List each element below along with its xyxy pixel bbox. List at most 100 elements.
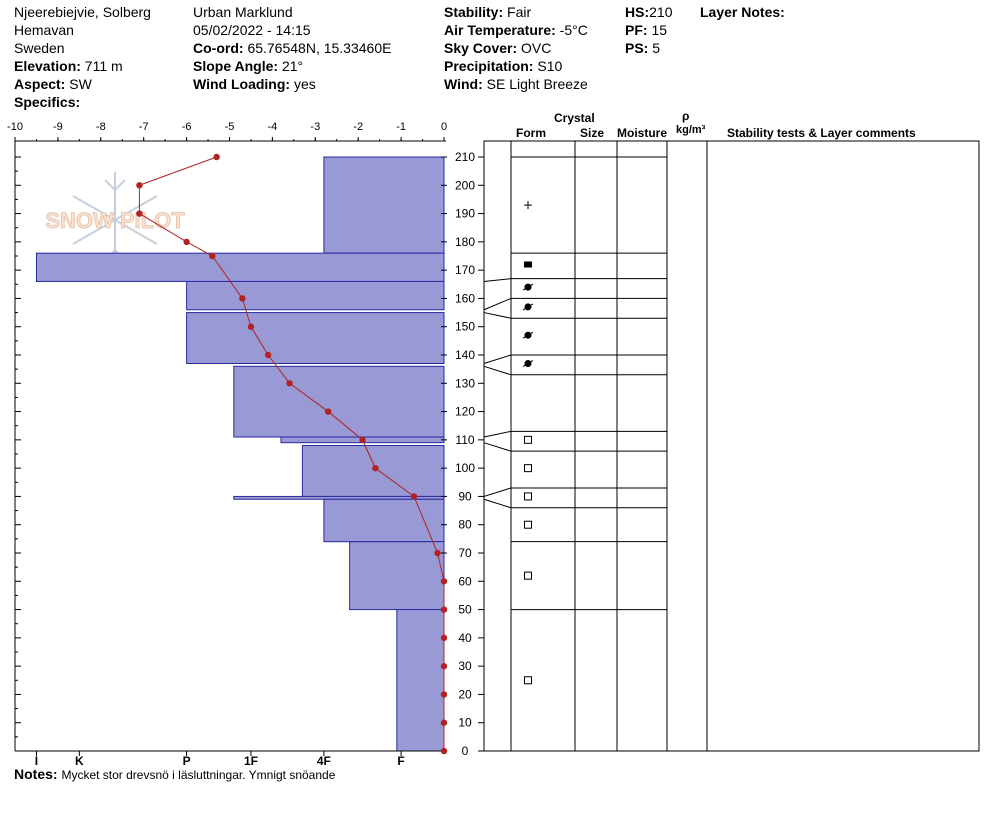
height-tick-label: 170 [455, 263, 475, 277]
height-tick-label: 40 [458, 631, 472, 645]
temperature-point [440, 719, 448, 726]
layer-connector [483, 487, 512, 497]
layer-connector [483, 354, 512, 364]
area: Hemavan [14, 22, 74, 38]
grain-circle-stroke [522, 360, 534, 367]
temp-tick-label: -4 [268, 121, 278, 133]
height-tick-label: 210 [455, 150, 475, 164]
layer-connector [483, 498, 512, 509]
temp-tick-label: -2 [353, 121, 363, 133]
wind-loading: Wind Loading: yes [193, 75, 316, 93]
air-temperature: Air Temperature: -5°C [444, 21, 588, 39]
air-temp-label: Air Temperature: [444, 22, 556, 38]
layer-connector [483, 312, 512, 319]
precipitation: Precipitation: S10 [444, 57, 562, 75]
temp-tick-label: -10 [7, 121, 23, 133]
temperature-point [440, 634, 448, 642]
layer-connector [483, 278, 512, 282]
temp-tick-label: 0 [441, 121, 447, 133]
grain-square [524, 520, 532, 529]
stability-value: Fair [507, 4, 532, 20]
height-tick-label: 60 [458, 574, 472, 588]
elevation-value: 711 m [84, 58, 123, 74]
temperature-point [136, 210, 143, 217]
grain-square [524, 435, 532, 444]
layer-connector [483, 430, 512, 438]
grain-filled-rect [524, 261, 532, 268]
height-tick-label: 70 [458, 546, 472, 560]
col-size: Size [580, 126, 605, 140]
temperature-point [264, 351, 272, 359]
height-tick-label: 110 [455, 433, 474, 447]
pf-value: 15 [651, 22, 668, 38]
grain-square [524, 464, 532, 473]
grain-square [524, 676, 532, 685]
col-moisture: Moisture [617, 126, 668, 140]
height-tick-label: 80 [458, 518, 472, 532]
temp-tick-label: -6 [182, 121, 192, 133]
grain-circle-stroke [522, 303, 534, 311]
height-tick-label: 130 [455, 376, 475, 390]
col-comments: Stability tests & Layer comments [727, 126, 916, 140]
height-tick-label: 200 [455, 178, 475, 192]
hardness-label: 1F [244, 754, 258, 768]
grain-circle-stroke [522, 283, 534, 291]
hardness-label: F [397, 754, 404, 768]
stability-label: Stability: [444, 4, 504, 20]
temp-tick-label: -8 [96, 121, 106, 133]
elevation-label: Elevation: [14, 58, 81, 74]
height-tick-label: 180 [455, 235, 475, 249]
wind-loading-label: Wind Loading: [193, 76, 291, 92]
hardness-bar [396, 609, 445, 752]
pf: PF: 15 [625, 21, 667, 39]
precip-label: Precipitation: [444, 58, 534, 74]
air-temp-value: -5°C [559, 22, 588, 38]
coordinates: Co-ord: 65.76548N, 15.33460E [193, 39, 391, 57]
sky-value: OVC [521, 40, 552, 56]
hardness-bar [233, 365, 445, 438]
height-tick-label: 90 [458, 489, 472, 503]
aspect: Aspect: SW [14, 75, 92, 93]
height-tick-label: 100 [455, 461, 475, 475]
hs: HS:210 [625, 3, 672, 21]
temp-tick-label: -9 [53, 121, 63, 133]
height-tick-label: 20 [458, 687, 472, 701]
wind-label: Wind: [444, 76, 483, 92]
temperature-point [440, 578, 448, 585]
height-tick-label: 190 [455, 207, 475, 221]
wind: Wind: SE Light Breeze [444, 75, 588, 93]
temperature-point [324, 408, 332, 415]
temperature-point [440, 606, 448, 613]
height-tick-label: 30 [458, 659, 472, 673]
col-density-unit: kg/m³ [676, 124, 706, 136]
notes-value: Mycket stor drevsnö i läsluttningar. Ymn… [61, 768, 336, 782]
col-rho: ρ [682, 109, 690, 123]
sky-label: Sky Cover: [444, 40, 518, 56]
height-tick-label: 0 [462, 744, 469, 758]
wind-loading-value: yes [293, 76, 316, 92]
slope-angle: Slope Angle: 21° [193, 57, 303, 75]
temperature-point [247, 323, 255, 330]
ps: PS: 5 [625, 39, 660, 57]
temperature-point [286, 380, 293, 387]
temperature-point [239, 295, 246, 302]
hardness-bar [35, 252, 445, 282]
pf-label: PF: [625, 22, 648, 38]
hardness-bar [301, 445, 445, 497]
grain-square [524, 571, 532, 580]
wind-value: SE Light Breeze [486, 76, 588, 92]
hardness-label: K [75, 754, 84, 768]
hardness-bar [186, 312, 445, 364]
location: Njeerebiejvie, Solberg [14, 4, 151, 20]
hardness-bar [186, 280, 445, 311]
hardness-bar [349, 541, 445, 611]
height-tick-label: 10 [458, 716, 472, 730]
axes: -10 -9 -8 -7 -6 -5 -4 -3 -2 -1 0010203040506070809… [7, 121, 484, 768]
temp-tick-label: -3 [310, 121, 320, 133]
country: Sweden [14, 40, 65, 56]
hs-value: 210 [649, 4, 673, 20]
hardness-bar [323, 156, 445, 254]
temperature-point [440, 747, 448, 755]
height-tick-label: 160 [455, 291, 475, 305]
